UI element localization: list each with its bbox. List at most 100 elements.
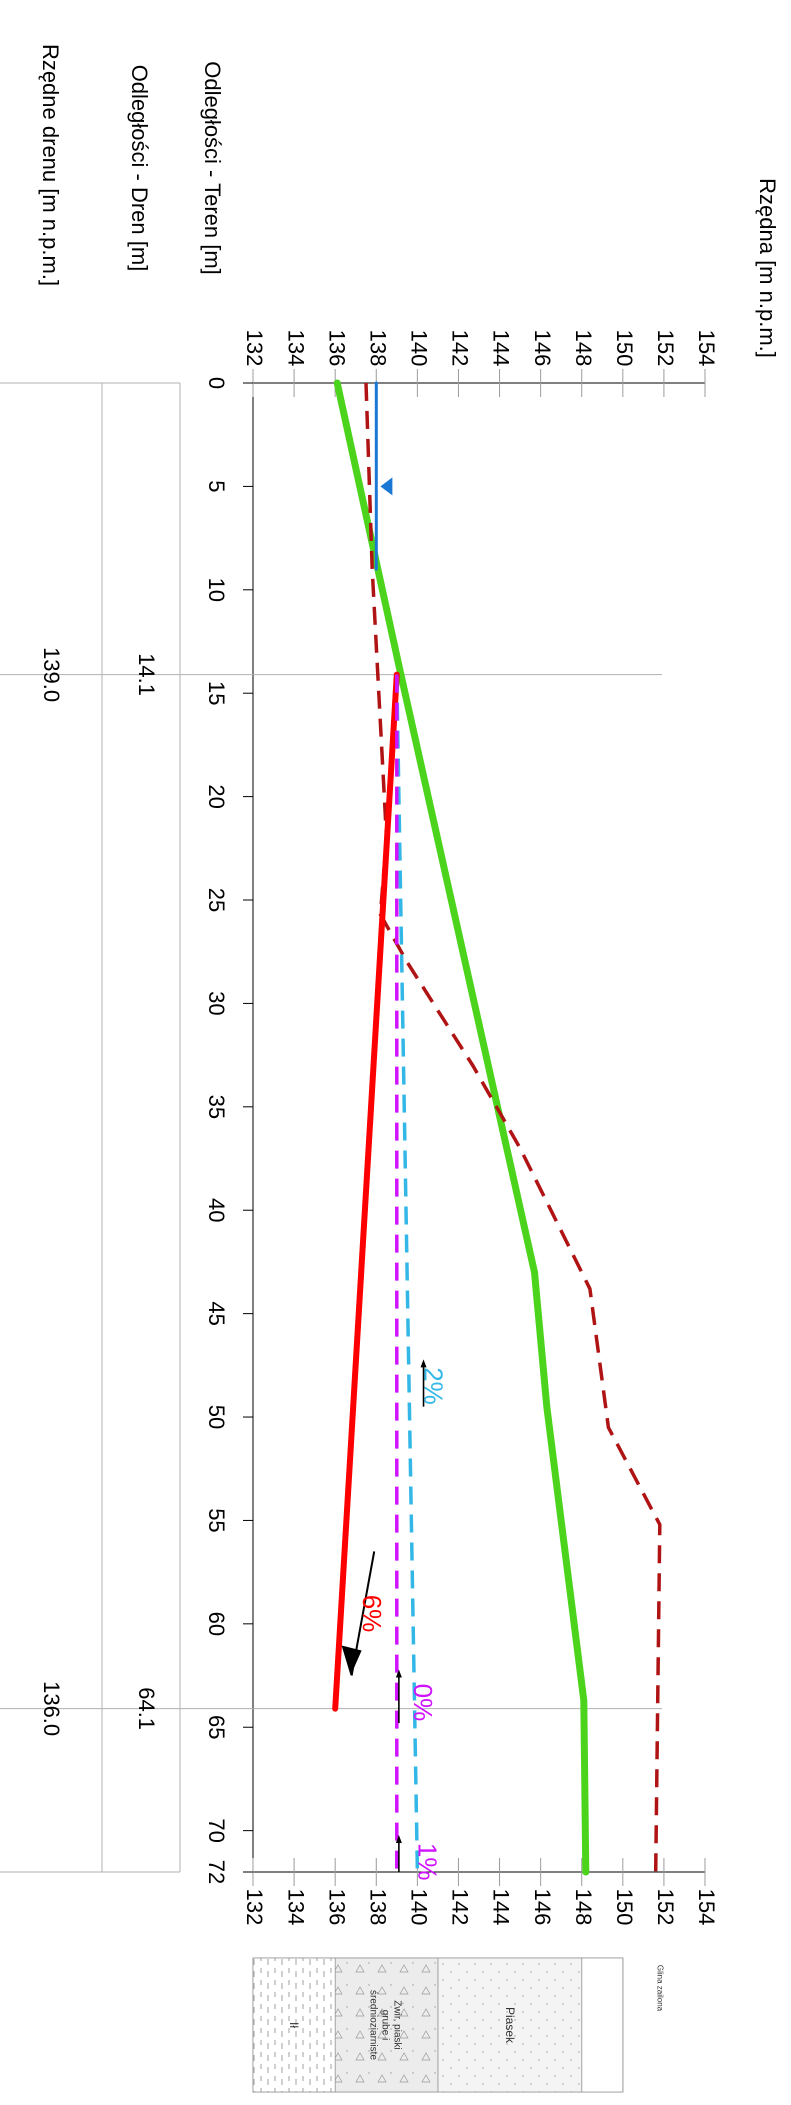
value-tick-label-bottom-group: 150 — [612, 1889, 637, 1926]
table-rzedna-value-group: 136.0 — [39, 1681, 64, 1736]
header-dren: Odległości - Dren [m] — [127, 65, 152, 272]
distance-tick-label: 5 — [204, 480, 229, 492]
series-upper-line — [364, 382, 662, 1873]
slope-label-group: 0% — [408, 1684, 438, 1722]
slope-arrow-cyan-head — [420, 1359, 427, 1368]
soil-layer-label-group: Żwir, piaskigrube iśrednioziarniste — [368, 1990, 405, 2060]
distance-tick-label-group: 70 — [204, 1818, 229, 1842]
distance-tick-label: 60 — [204, 1612, 229, 1636]
soil-layer-label: Żwir, piaskigrube iśrednioziarniste — [368, 1990, 405, 2060]
distance-tick-label-group: 65 — [204, 1715, 229, 1739]
distance-tick-label-group: 50 — [204, 1405, 229, 1429]
header-teren: Odległości - Teren [m] — [200, 61, 225, 275]
slope-label-group: 2% — [418, 1367, 448, 1405]
value-tick-label-bottom: 134 — [283, 1889, 308, 1926]
axis-title-value: Rzędna [m n.p.m.] — [755, 178, 780, 358]
value-tick-label-top-group: 134 — [283, 330, 308, 367]
slope-label-group: 6% — [357, 1595, 387, 1633]
distance-tick-label: 45 — [204, 1301, 229, 1325]
value-tick-label-top: 150 — [612, 330, 637, 367]
slope-label: 1% — [412, 1843, 442, 1881]
header-dren-text: Odległości - Dren [m] — [127, 65, 152, 272]
distance-tick-label-group: 25 — [204, 888, 229, 912]
distance-tick-label-group: 20 — [204, 784, 229, 808]
table-dren-value: 14.1 — [134, 653, 159, 696]
distance-tick-label-group: 72 — [204, 1860, 229, 1884]
value-tick-label-bottom-group: 148 — [571, 1889, 596, 1926]
table-dren-value-group: 64.1 — [134, 1687, 159, 1730]
value-tick-label-bottom-group: 152 — [653, 1889, 678, 1926]
distance-tick-label: 10 — [204, 578, 229, 602]
slope-arrow-magenta-head — [395, 1669, 402, 1678]
distance-tick-label: 20 — [204, 784, 229, 808]
soil-layer-label-group: Glina zailona — [655, 1965, 664, 2012]
value-tick-label-bottom: 136 — [324, 1889, 349, 1926]
value-tick-label-top-group: 148 — [571, 330, 596, 367]
slope-arrow-magenta-2-head — [395, 1834, 402, 1843]
soil-legend: Glina zailona Piasek Żwir, piaskigrube iśr… — [252, 1957, 664, 2093]
distance-tick-label: 35 — [204, 1095, 229, 1119]
value-tick-label-bottom-group: 154 — [694, 1889, 719, 1926]
value-tick-label-bottom: 144 — [489, 1889, 514, 1926]
soil-layer-band — [581, 1957, 624, 2093]
profile-plot: 132 132 134 134 136 136 138 138 140 140 142 142 144 1… — [0, 330, 719, 1926]
distance-tick-label-group: 45 — [204, 1301, 229, 1325]
header-teren-text: Odległości - Teren [m] — [200, 61, 225, 275]
axis-title-text: Rzędna [m n.p.m.] — [755, 178, 780, 358]
value-tick-label-top-group: 142 — [448, 330, 473, 367]
soil-layer-pattern — [253, 1958, 336, 2092]
value-tick-label-top: 144 — [489, 330, 514, 367]
series-cyan-line — [395, 674, 420, 1873]
distance-tick-label-group: 5 — [204, 480, 229, 492]
value-tick-label-bottom-group: 140 — [407, 1889, 432, 1926]
value-tick-label-bottom: 140 — [407, 1889, 432, 1926]
slope-label: 2% — [418, 1367, 448, 1405]
value-tick-label-top: 134 — [283, 330, 308, 367]
value-tick-label-top: 152 — [653, 330, 678, 367]
value-tick-label-bottom: 138 — [365, 1889, 390, 1926]
distance-tick-label-group: 55 — [204, 1508, 229, 1532]
value-tick-label-top: 142 — [448, 330, 473, 367]
distance-tick-label: 55 — [204, 1508, 229, 1532]
value-tick-label-bottom-group: 138 — [365, 1889, 390, 1926]
value-tick-label-top-group: 132 — [242, 330, 267, 367]
value-tick-label-top: 140 — [407, 330, 432, 367]
distance-tick-label: 72 — [204, 1860, 229, 1884]
value-tick-label-bottom-group: 134 — [283, 1889, 308, 1926]
soil-layer-label: Piasek — [503, 2007, 517, 2044]
distance-tick-label-group: 30 — [204, 991, 229, 1015]
value-tick-label-bottom-group: 136 — [324, 1889, 349, 1926]
value-tick-label-top: 136 — [324, 330, 349, 367]
value-tick-label-bottom: 152 — [653, 1889, 678, 1926]
distance-tick-label: 30 — [204, 991, 229, 1015]
value-tick-label-top-group: 150 — [612, 330, 637, 367]
value-tick-label-top-group: 138 — [365, 330, 390, 367]
distance-tick-label: 25 — [204, 888, 229, 912]
distance-tick-label: 0 — [204, 377, 229, 389]
soil-layer-label-group: Ił — [287, 2022, 301, 2028]
value-tick-label-top: 148 — [571, 330, 596, 367]
value-tick-label-top-group: 152 — [653, 330, 678, 367]
distance-tick-label-group: 60 — [204, 1612, 229, 1636]
header-rzedne: Rzędne drenu [m n.p.m.] — [38, 44, 63, 286]
value-tick-label-bottom: 154 — [694, 1889, 719, 1926]
data-table-frame — [0, 382, 181, 1873]
distance-tick-label-group: 10 — [204, 578, 229, 602]
value-tick-label-bottom: 132 — [242, 1889, 267, 1926]
distance-tick-label-group: 40 — [204, 1198, 229, 1222]
value-tick-label-top-group: 140 — [407, 330, 432, 367]
value-tick-label-bottom: 142 — [448, 1889, 473, 1926]
soil-layer-pattern — [335, 1958, 438, 2092]
slope-label-group: 1% — [412, 1843, 442, 1881]
value-tick-label-top: 138 — [365, 330, 390, 367]
soil-layer-label-group: Piasek — [503, 2007, 517, 2044]
soil-layer-pattern — [437, 1958, 582, 2092]
distance-tick-label: 65 — [204, 1715, 229, 1739]
table-rzedna-value-group: 139.0 — [39, 647, 64, 702]
value-tick-label-bottom-group: 146 — [530, 1889, 555, 1926]
value-tick-label-top: 132 — [242, 330, 267, 367]
distance-tick-label: 70 — [204, 1818, 229, 1842]
value-tick-label-top-group: 146 — [530, 330, 555, 367]
distance-tick-label-group: 0 — [204, 377, 229, 389]
